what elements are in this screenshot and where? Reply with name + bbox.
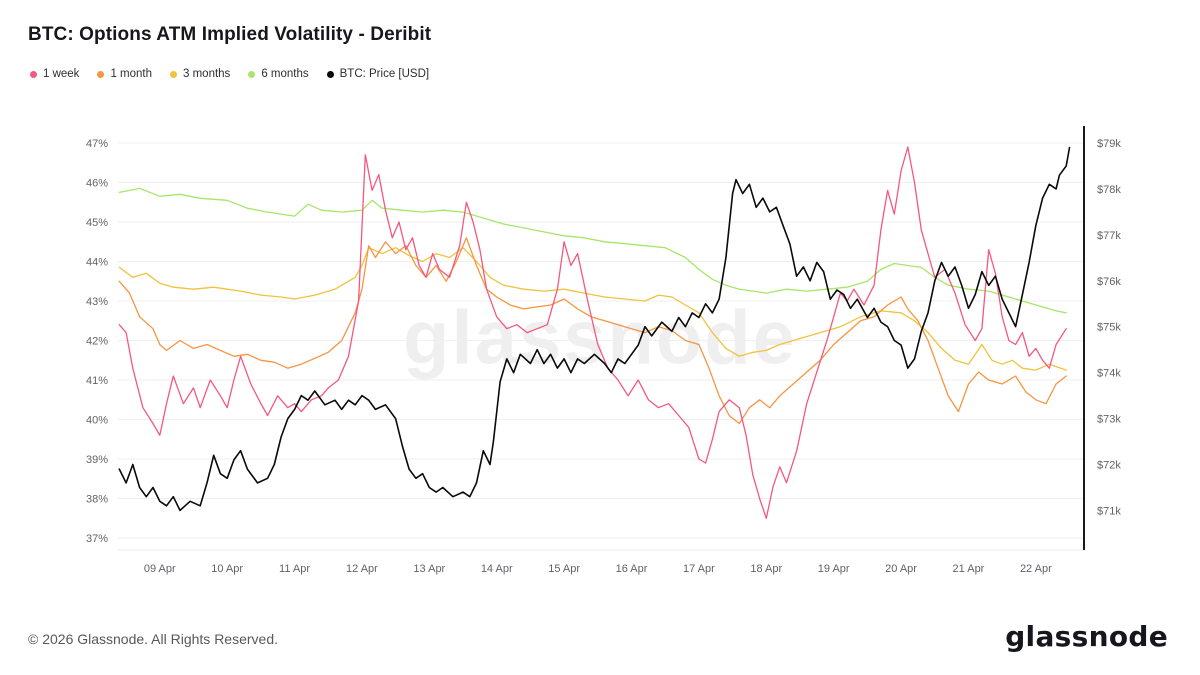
y-right-tick-label: $77k: [1097, 230, 1121, 242]
legend-label: 3 months: [183, 68, 231, 80]
glassnode-logo: glassnode: [1005, 620, 1168, 653]
y-right-tick-label: $78k: [1097, 184, 1121, 196]
x-tick-label: 16 Apr: [616, 563, 648, 575]
y-right-tick-label: $76k: [1097, 276, 1121, 288]
series-line-3-months: [118, 247, 1067, 371]
legend-item-3-months[interactable]: 3 months: [170, 68, 230, 80]
y-left-tick-label: 47%: [86, 138, 108, 150]
x-tick-label: 11 Apr: [279, 563, 310, 575]
legend: 1 week 1 month 3 months 6 months BTC: Price …: [30, 68, 429, 80]
x-tick-label: 21 Apr: [953, 563, 985, 575]
series-line-1-week: [118, 146, 1067, 519]
y-left-tick-label: 42%: [86, 336, 108, 348]
y-right-tick-label: $75k: [1097, 322, 1121, 334]
y-right-tick-label: $74k: [1097, 368, 1121, 380]
y-right-tick-label: $72k: [1097, 460, 1121, 472]
btc-price-legend-dot-icon: [326, 70, 334, 78]
x-tick-label: 14 Apr: [481, 563, 513, 575]
x-tick-label: 19 Apr: [818, 563, 850, 575]
legend-item-1-week[interactable]: 1 week: [30, 68, 79, 80]
x-tick-label: 20 Apr: [885, 563, 917, 575]
y-left-tick-label: 43%: [86, 296, 108, 308]
legend-label: BTC: Price [USD]: [339, 68, 430, 80]
series-line-btc-price: [118, 146, 1071, 512]
y-left-tick-label: 37%: [86, 533, 108, 545]
legend-label: 1 month: [110, 68, 152, 80]
y-left-tick-label: 41%: [86, 375, 108, 387]
y-left-tick-label: 46%: [86, 178, 108, 190]
glassnode-watermark: glassnode: [403, 295, 797, 381]
legend-item-btc-price[interactable]: BTC: Price [USD]: [326, 68, 430, 80]
series-line-1-month: [118, 237, 1067, 425]
legend-label: 1 week: [43, 68, 80, 80]
y-left-tick-label: 44%: [86, 257, 108, 269]
copyright-text: © 2026 Glassnode. All Rights Reserved.: [28, 631, 279, 647]
y-left-tick-label: 40%: [86, 415, 108, 427]
x-tick-label: 15 Apr: [548, 563, 580, 575]
x-tick-label: 17 Apr: [683, 563, 715, 575]
6-months-legend-dot-icon: [248, 70, 256, 78]
x-tick-label: 10 Apr: [211, 563, 243, 575]
y-left-tick-label: 38%: [86, 494, 108, 506]
1-week-legend-dot-icon: [30, 70, 37, 78]
x-tick-label: 12 Apr: [346, 563, 378, 575]
legend-label: 6 months: [261, 68, 309, 80]
x-tick-label: 13 Apr: [413, 563, 445, 575]
1-month-legend-dot-icon: [97, 70, 105, 78]
legend-item-6-months[interactable]: 6 months: [248, 68, 309, 80]
page-title: BTC: Options ATM Implied Volatility - De…: [28, 24, 432, 45]
y-right-tick-label: $71k: [1097, 505, 1121, 517]
3-months-legend-dot-icon: [170, 70, 177, 78]
y-left-tick-label: 39%: [86, 454, 108, 466]
series-line-6-months: [118, 187, 1067, 314]
y-left-tick-label: 45%: [86, 217, 108, 229]
y-right-tick-label: $79k: [1097, 138, 1121, 150]
x-tick-label: 09 Apr: [144, 563, 176, 575]
x-tick-label: 22 Apr: [1020, 563, 1052, 575]
x-tick-label: 18 Apr: [750, 563, 782, 575]
legend-item-1-month[interactable]: 1 month: [97, 68, 152, 80]
y-right-tick-label: $73k: [1097, 414, 1121, 426]
